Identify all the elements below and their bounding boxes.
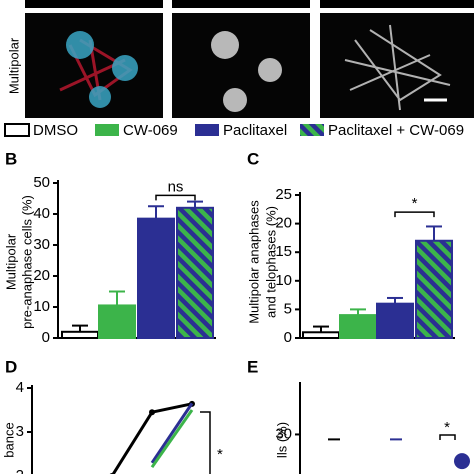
bracket xyxy=(155,194,196,201)
bracket xyxy=(200,411,211,474)
y-axis-label: and telophases (%) xyxy=(263,206,278,318)
panel-label: D xyxy=(5,357,17,376)
micrographs: Multipolar xyxy=(6,0,474,118)
y-axis-label: pre-anaphase cells (%) xyxy=(19,195,34,329)
bar xyxy=(376,302,414,339)
panel-label: C xyxy=(247,149,259,168)
y-tick-label: 25 xyxy=(275,186,292,203)
y-tick-label: 10 xyxy=(275,272,292,289)
annotation: ns xyxy=(168,178,184,195)
y-axis-label: lls (%) xyxy=(274,422,289,458)
bar xyxy=(302,331,340,339)
y-tick-label: 5 xyxy=(284,300,292,317)
y-tick-label: 0 xyxy=(42,329,50,346)
y-tick-label: 20 xyxy=(33,267,50,284)
y-tick-label: 4 xyxy=(16,379,24,396)
annotation: * xyxy=(217,446,223,463)
y-tick-label: 10 xyxy=(33,298,50,315)
bar xyxy=(98,304,136,340)
y-tick-label: 40 xyxy=(33,205,50,222)
y-tick-label: 50 xyxy=(33,174,50,191)
bar xyxy=(137,217,175,339)
y-axis-label: bance xyxy=(1,422,16,457)
bracket xyxy=(439,434,456,440)
legend-label: CW-069 xyxy=(123,122,178,139)
panel-label: B xyxy=(5,149,17,168)
y-axis-label: Multipolar xyxy=(3,233,18,290)
annotation: * xyxy=(444,419,450,436)
point xyxy=(149,409,155,416)
row-label: Multipolar xyxy=(6,37,21,94)
legend-swatch xyxy=(300,124,324,136)
bar xyxy=(61,330,99,339)
bar xyxy=(176,206,214,339)
y-tick-label: 3 xyxy=(16,423,24,440)
line xyxy=(150,409,194,469)
y-tick-label: 30 xyxy=(33,236,50,253)
y-tick-label: 0 xyxy=(284,329,292,346)
point xyxy=(454,453,470,470)
legend-swatch xyxy=(95,124,119,136)
y-tick-label: 30 xyxy=(275,425,292,442)
y-axis-label: Multipolar anaphases xyxy=(246,200,261,324)
annotation: * xyxy=(412,195,418,212)
legend-swatch xyxy=(4,123,30,137)
bracket xyxy=(394,211,435,218)
y-tick-label: 20 xyxy=(275,215,292,232)
bar xyxy=(415,239,453,339)
line xyxy=(150,402,194,464)
panel-label: E xyxy=(247,357,258,376)
legend-label: Paclitaxel xyxy=(223,122,287,139)
legend-label: DMSO xyxy=(33,122,78,139)
legend-swatch xyxy=(195,124,219,136)
y-tick-label: 15 xyxy=(275,243,292,260)
legend-label: Paclitaxel + CW-069 xyxy=(328,122,464,139)
y-tick-label: 2 xyxy=(16,467,24,474)
bar xyxy=(339,314,377,339)
